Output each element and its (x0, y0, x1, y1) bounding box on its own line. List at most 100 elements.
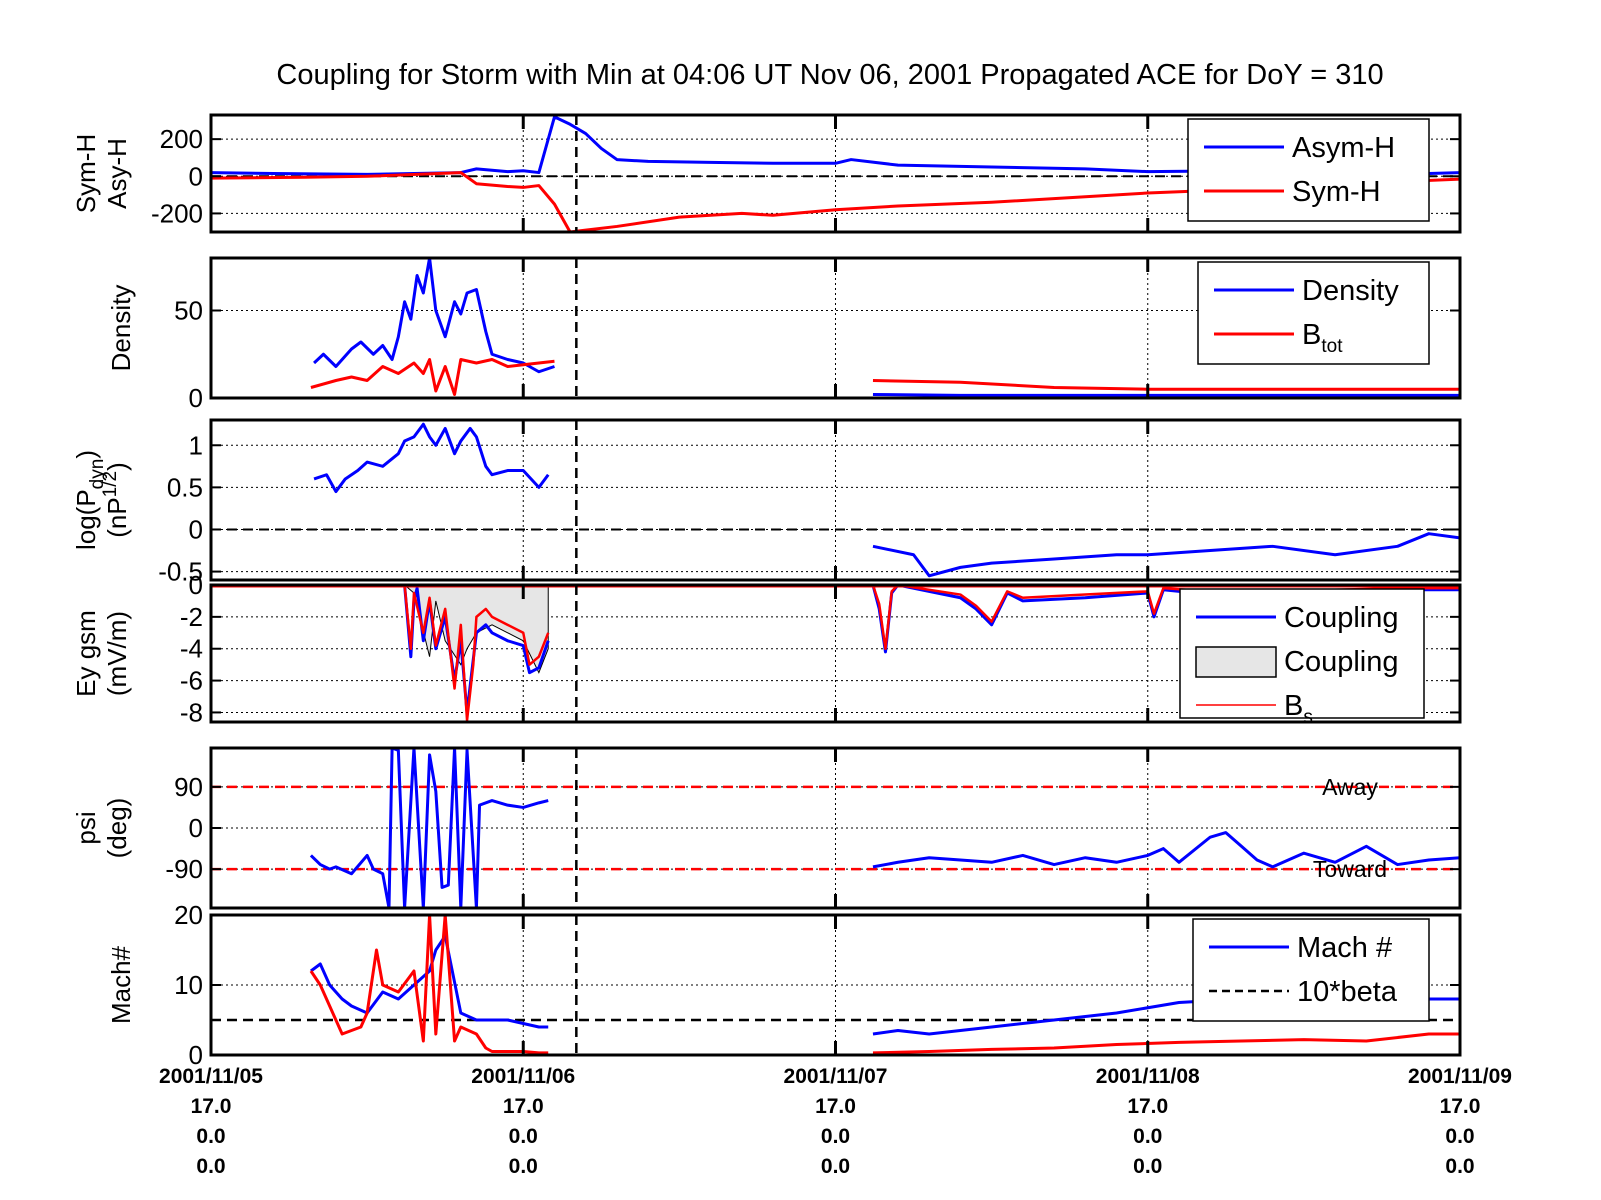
figure-title: Coupling for Storm with Min at 04:06 UT … (276, 59, 1383, 91)
y-tick-label: 0 (189, 383, 203, 413)
y-tick-label: 0 (189, 514, 203, 544)
legend-item: 10*beta (1209, 976, 1398, 1008)
y-tick-label: -8 (180, 697, 203, 727)
y-tick-label: 0 (189, 570, 203, 600)
x-tick-label: 2001/11/06 (471, 1065, 575, 1088)
series-symh-1 (211, 171, 1460, 232)
y-axis-label: Asy-H (102, 138, 132, 209)
x-tick-label: 17.0 (1127, 1095, 1168, 1118)
legend-label: Bs (1284, 690, 1313, 728)
x-tick-label: 0.0 (1133, 1155, 1162, 1178)
y-tick-label: 0 (189, 161, 203, 191)
legend-box (1197, 261, 1430, 365)
x-tick-2: 2001/11/07 17.0 0.0 0.0 (784, 1065, 888, 1178)
y-axis-label: (deg) (102, 798, 132, 859)
series-mach-2 (309, 915, 549, 1055)
y-tick-label: 1 (189, 430, 203, 460)
x-tick-label: 17.0 (503, 1095, 544, 1118)
x-tick-label: 0.0 (1445, 1125, 1474, 1148)
legend-label: Sym-H (1292, 176, 1381, 208)
x-tick-label: 17.0 (815, 1095, 856, 1118)
x-tick-label: 0.0 (196, 1155, 225, 1178)
x-tick-label: 2001/11/08 (1096, 1065, 1200, 1088)
y-axis-label: psi (71, 811, 101, 844)
y-tick-label: 0.5 (167, 472, 203, 502)
y-tick-label: -4 (180, 634, 203, 664)
x-tick-label: 0.0 (196, 1125, 225, 1148)
ref-label-toward: Toward (1313, 856, 1387, 882)
series-pdyn-0 (313, 422, 550, 494)
x-tick-label: 17.0 (1440, 1095, 1481, 1118)
y-tick-label: -0.5 (158, 557, 203, 587)
legend-item: Asym-H (1204, 132, 1395, 164)
x-tick-label: 0.0 (1445, 1155, 1474, 1178)
x-tick-label: 0.0 (509, 1125, 538, 1148)
panel-mach: 20 10 0 Mach# Mach # 10*beta (106, 900, 1462, 1070)
legend-eygsm: Coupling Coupling Bs (1179, 588, 1425, 728)
series-symh-0 (211, 115, 1460, 176)
legend-item: Coupling (1196, 602, 1398, 634)
x-tick-label: 2001/11/09 (1408, 1065, 1512, 1088)
plot-area-pdyn (211, 422, 1460, 578)
y-tick-label: -90 (165, 854, 203, 884)
series-psi-1 (872, 831, 1460, 869)
series-density-0 (313, 258, 555, 374)
legend-density: Density Btot (1197, 261, 1430, 365)
y-tick-label: 50 (174, 296, 203, 326)
series-eygsm-2 (403, 585, 550, 722)
legend-symh: Asym-H Sym-H (1187, 118, 1430, 222)
panel-frame (209, 256, 1462, 400)
y-tick-label: 0 (189, 813, 203, 843)
panel-frame (209, 418, 1462, 582)
x-tick-3: 2001/11/08 17.0 0.0 0.0 (1096, 1065, 1200, 1178)
y-axis-label: Ey gsm (71, 610, 101, 697)
legend-label: Coupling (1284, 646, 1398, 678)
x-tick-0: 2001/11/05 17.0 0.0 0.0 (159, 1065, 263, 1178)
x-tick-label: 0.0 (821, 1155, 850, 1178)
x-tick-label: 0.0 (1133, 1125, 1162, 1148)
y-tick-label: -6 (180, 666, 203, 696)
y-axis-label: Mach# (106, 945, 136, 1024)
panel-frame (209, 113, 1462, 234)
x-tick-label: 2001/11/05 (159, 1065, 263, 1088)
x-tick-1: 2001/11/06 17.0 0.0 0.0 (471, 1065, 575, 1178)
legend-label: Density (1302, 275, 1399, 307)
legend-item: Btot (1214, 319, 1343, 357)
y-tick-label: -2 (180, 602, 203, 632)
series-psi-0 (309, 748, 549, 908)
legend-box (1187, 118, 1430, 222)
y-tick-label: 90 (174, 772, 203, 802)
panel-psi: Away Toward 90 0 -90 psi (deg) (71, 746, 1462, 910)
y-tick-label: 20 (174, 900, 203, 930)
panel-pdyn: 1 0.5 0 -0.5 log(Pdyn)(nP1/2) (71, 418, 1462, 587)
y-tick-label: 200 (160, 124, 203, 154)
panel-symh: 200 0 -200 Sym-H Asy-H Asym-H Sym-H (71, 113, 1462, 234)
legend-label: Mach # (1297, 932, 1392, 964)
plot-area-psi (211, 748, 1460, 908)
y-axis-label: log(Pdyn) (71, 450, 108, 550)
legend-label: Coupling (1284, 602, 1398, 634)
legend-item: Mach # (1209, 932, 1392, 964)
x-tick-label: 0.0 (509, 1155, 538, 1178)
series-density-2 (310, 358, 555, 396)
panel-density: 50 0 Density Density Btot (106, 256, 1462, 413)
legend-item: Density (1214, 275, 1399, 307)
x-tick-4: 2001/11/09 17.0 0.0 0.0 (1408, 1065, 1512, 1178)
y-tick-label: 0 (189, 1040, 203, 1070)
y-axis-label: (mV/m) (102, 611, 132, 696)
legend-label: 10*beta (1297, 976, 1398, 1008)
legend-item: Coupling (1195, 646, 1398, 678)
y-tick-label: 10 (174, 970, 203, 1000)
legend-mach: Mach # 10*beta (1192, 918, 1430, 1022)
y-tick-label: -200 (151, 198, 203, 228)
x-tick-label: 17.0 (191, 1095, 232, 1118)
legend-item: Bs (1196, 690, 1313, 728)
ref-label-away: Away (1322, 774, 1378, 800)
series-density-1 (872, 393, 1460, 397)
legend-label: Asym-H (1292, 132, 1395, 164)
legend-swatch (1195, 646, 1277, 678)
panel-frame (209, 583, 1462, 724)
legend-box (1192, 918, 1430, 1022)
legend-label: Btot (1302, 319, 1343, 357)
